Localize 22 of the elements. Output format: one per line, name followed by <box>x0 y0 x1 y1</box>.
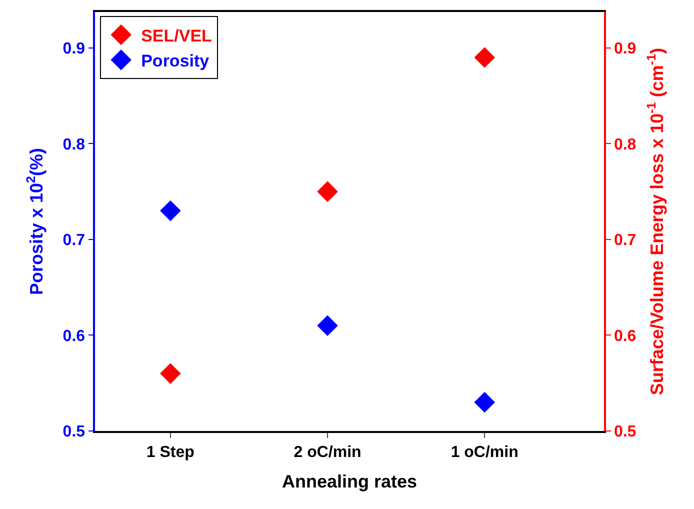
y2-tick-label: 0.6 <box>614 328 636 345</box>
point <box>474 392 495 413</box>
point <box>160 363 181 384</box>
x-tick-label: 1 Step <box>146 444 195 461</box>
y2-tick-label: 0.7 <box>614 232 636 250</box>
point <box>317 181 338 202</box>
y2-tick-label: 0.8 <box>614 136 636 154</box>
y-tick-label: 0.8 <box>62 136 86 154</box>
y-tick-label: 0.6 <box>62 328 86 345</box>
y-tick-label: 0.9 <box>62 40 86 58</box>
x-tick-label: 1 oC/min <box>450 444 518 461</box>
legend-label: Porosity <box>141 51 210 70</box>
point <box>317 315 338 336</box>
point <box>160 200 181 222</box>
legend-label: SEL/VEL <box>141 26 212 46</box>
y-tick-label: 0.7 <box>62 232 86 250</box>
point <box>474 47 495 68</box>
x-axis-title: Annealing rates <box>282 472 418 492</box>
y-tick-label: 0.5 <box>62 424 86 441</box>
y2-tick-label: 0.9 <box>614 40 636 58</box>
x-tick-label: 2 oC/min <box>294 444 362 461</box>
y2-tick-label: 0.5 <box>614 424 636 441</box>
